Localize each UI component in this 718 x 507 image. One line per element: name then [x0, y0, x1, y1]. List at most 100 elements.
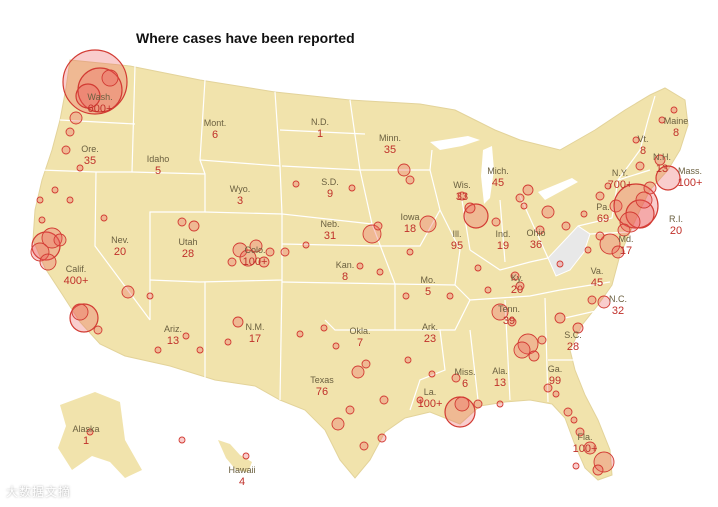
state-count-nd: 1 [317, 128, 323, 140]
case-bubble [491, 303, 509, 321]
state-name-hi: Hawaii [228, 465, 255, 475]
case-bubble [658, 116, 666, 124]
map-title: Where cases have been reported [136, 30, 355, 46]
state-count-nv: 20 [114, 246, 126, 258]
state-count-ga: 99 [549, 375, 561, 387]
case-bubble [86, 428, 94, 436]
state-count-ia: 18 [404, 223, 416, 235]
case-bubble [359, 441, 369, 451]
case-bubble [599, 233, 621, 255]
state-count-ny: 700+ [608, 179, 633, 191]
state-name-va: Va. [591, 266, 604, 276]
case-bubble [182, 332, 190, 340]
state-name-ky: Ky. [511, 273, 523, 283]
case-bubble [404, 356, 412, 364]
state-name-id: Idaho [147, 154, 170, 164]
state-count-mn: 35 [384, 144, 396, 156]
case-bubble [535, 225, 545, 235]
state-name-me: Maine [664, 116, 689, 126]
state-count-ca: 400+ [64, 275, 89, 287]
case-bubble [75, 83, 101, 109]
case-bubble [554, 312, 566, 324]
case-bubble [515, 281, 525, 291]
case-bubble [332, 342, 340, 350]
state-count-md: 17 [620, 245, 632, 257]
case-bubble [232, 316, 244, 328]
state-name-fl: Fla. [577, 432, 592, 442]
case-bubble [617, 223, 631, 237]
lake-superior [430, 136, 480, 150]
state-name-mt: Mont. [204, 118, 227, 128]
state-count-ms: 6 [462, 378, 468, 390]
hawaii-shape [218, 440, 252, 472]
case-bubble [406, 248, 414, 256]
state-count-ri: 20 [670, 225, 682, 237]
case-bubble [513, 341, 531, 359]
state-name-or: Ore. [81, 144, 99, 154]
case-bubble [53, 233, 67, 247]
case-bubble [224, 338, 232, 346]
case-bubble [61, 145, 71, 155]
state-count-wa: 600+ [88, 103, 113, 115]
case-bubble [587, 295, 597, 305]
state-name-ri: R.I. [669, 214, 683, 224]
state-name-pa: Pa. [596, 202, 610, 212]
state-count-az: 13 [167, 335, 179, 347]
case-bubble [570, 416, 578, 424]
case-bubble [69, 303, 99, 333]
case-bubble [457, 191, 467, 201]
lake-michigan [481, 146, 494, 204]
state-name-md: Md. [618, 234, 633, 244]
state-count-ar: 23 [424, 333, 436, 345]
case-bubble [451, 373, 461, 383]
case-bubble [543, 383, 553, 393]
state-count-sd: 9 [327, 188, 333, 200]
state-count-mt: 6 [212, 129, 218, 141]
case-bubble [39, 253, 57, 271]
case-bubble [41, 227, 63, 249]
case-bubble [537, 335, 547, 345]
case-bubble [670, 106, 678, 114]
case-bubble [635, 191, 653, 209]
state-count-ks: 8 [342, 271, 348, 283]
case-bubble [595, 231, 605, 241]
state-name-wa: Wash. [87, 92, 112, 102]
state-count-ut: 28 [182, 248, 194, 260]
state-count-oh: 36 [530, 239, 542, 251]
case-bubble [572, 462, 580, 470]
state-count-ak: 1 [83, 435, 89, 447]
case-bubble [154, 346, 162, 354]
state-name-mn: Minn. [379, 133, 401, 143]
state-count-nm: 17 [249, 333, 261, 345]
case-bubble [563, 407, 573, 417]
state-name-ut: Utah [178, 237, 197, 247]
case-bubble [356, 262, 364, 270]
case-bubble [348, 184, 356, 192]
case-bubble [484, 286, 492, 294]
case-bubble [416, 396, 424, 404]
case-bubble [592, 464, 604, 476]
case-bubble [379, 395, 389, 405]
state-count-al: 13 [494, 377, 506, 389]
state-count-ma: 100+ [678, 177, 703, 189]
state-name-tn: Tenn. [498, 304, 520, 314]
case-bubble [239, 249, 257, 267]
case-bubble [38, 216, 46, 224]
state-name-mo: Mo. [420, 275, 435, 285]
case-bubble [595, 191, 605, 201]
state-name-nh: N.H. [653, 152, 671, 162]
state-name-ca: Calif. [66, 264, 87, 274]
case-bubble [377, 433, 387, 443]
state-name-mi: Mich. [487, 166, 509, 176]
state-count-nh: 13 [656, 163, 668, 175]
case-bubbles [30, 49, 681, 476]
state-count-sc: 28 [567, 341, 579, 353]
state-count-co: 100+ [243, 256, 268, 268]
state-count-la: 100+ [418, 398, 443, 410]
state-count-ne: 31 [324, 230, 336, 242]
state-name-ak: Alaska [72, 424, 99, 434]
state-name-ar: Ark. [422, 322, 438, 332]
case-bubble [604, 182, 612, 190]
case-bubble [611, 245, 625, 259]
